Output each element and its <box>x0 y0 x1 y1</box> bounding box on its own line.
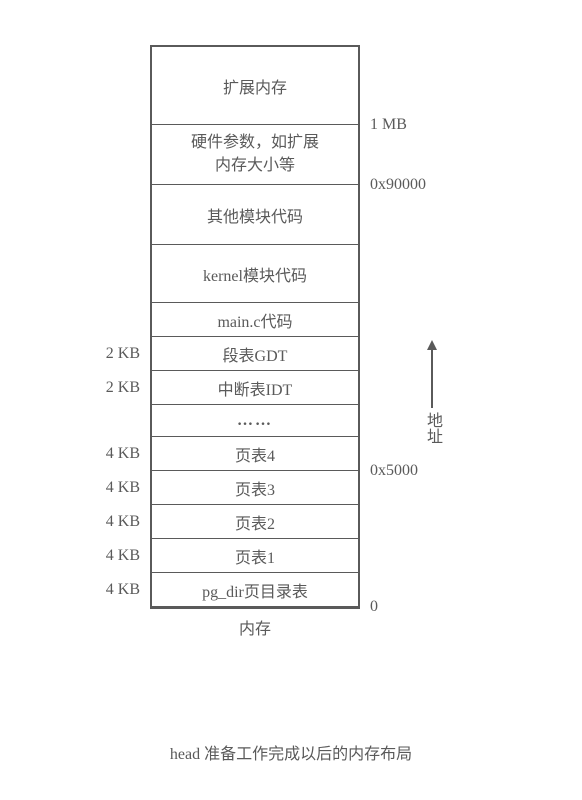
memory-block: 其他模块代码 <box>152 185 358 245</box>
memory-block-label: kernel模块代码 <box>203 262 307 286</box>
memory-block-label: 段表GDT <box>223 342 288 366</box>
address-label: 0x5000 <box>370 462 418 480</box>
memory-block: 扩展内存1 MB <box>152 47 358 125</box>
memory-block: 页表34 KB <box>152 471 358 505</box>
memory-block: main.c代码 <box>152 303 358 337</box>
memory-block: 页表14 KB <box>152 539 358 573</box>
memory-block-label: 其他模块代码 <box>207 203 303 227</box>
memory-block-label: 页表2 <box>235 510 275 534</box>
memory-block-label: …… <box>237 412 273 430</box>
size-label: 2 KB <box>106 345 140 363</box>
figure-caption: head 准备工作完成以后的内存布局 <box>0 740 582 764</box>
memory-block: …… <box>152 405 358 437</box>
size-label: 4 KB <box>106 547 140 565</box>
size-label: 4 KB <box>106 513 140 531</box>
memory-block: 页表24 KB <box>152 505 358 539</box>
address-arrow: 地址 <box>420 340 444 444</box>
memory-block-label: main.c代码 <box>217 308 292 332</box>
memory-block: kernel模块代码 <box>152 245 358 303</box>
memory-block: pg_dir页目录表4 KB0 <box>152 573 358 607</box>
address-label: 0x90000 <box>370 176 426 194</box>
size-label: 4 KB <box>106 445 140 463</box>
size-label: 2 KB <box>106 379 140 397</box>
size-label: 4 KB <box>106 581 140 599</box>
memory-block-label: 中断表IDT <box>218 376 293 400</box>
size-label: 4 KB <box>106 479 140 497</box>
memory-block: 硬件参数，如扩展内存大小等0x90000 <box>152 125 358 185</box>
axis-label: 内存 <box>239 615 271 639</box>
arrow-line <box>431 348 433 408</box>
memory-block-label: 页表3 <box>235 476 275 500</box>
memory-block: 段表GDT2 KB <box>152 337 358 371</box>
memory-block-label: 硬件参数，如扩展内存大小等 <box>191 132 319 177</box>
memory-block-label: 页表1 <box>235 544 275 568</box>
memory-layout-diagram: 扩展内存1 MB硬件参数，如扩展内存大小等0x90000 其他模块代码 kernel… <box>150 45 360 609</box>
memory-block: 中断表IDT2 KB <box>152 371 358 405</box>
memory-block: 页表44 KB0x5000 <box>152 437 358 471</box>
memory-block-label: 页表4 <box>235 442 275 466</box>
memory-block-label: pg_dir页目录表 <box>202 578 308 602</box>
arrow-label: 地址 <box>420 412 444 444</box>
address-label: 0 <box>370 598 378 616</box>
memory-block-label: 扩展内存 <box>223 74 287 98</box>
address-label: 1 MB <box>370 116 407 134</box>
